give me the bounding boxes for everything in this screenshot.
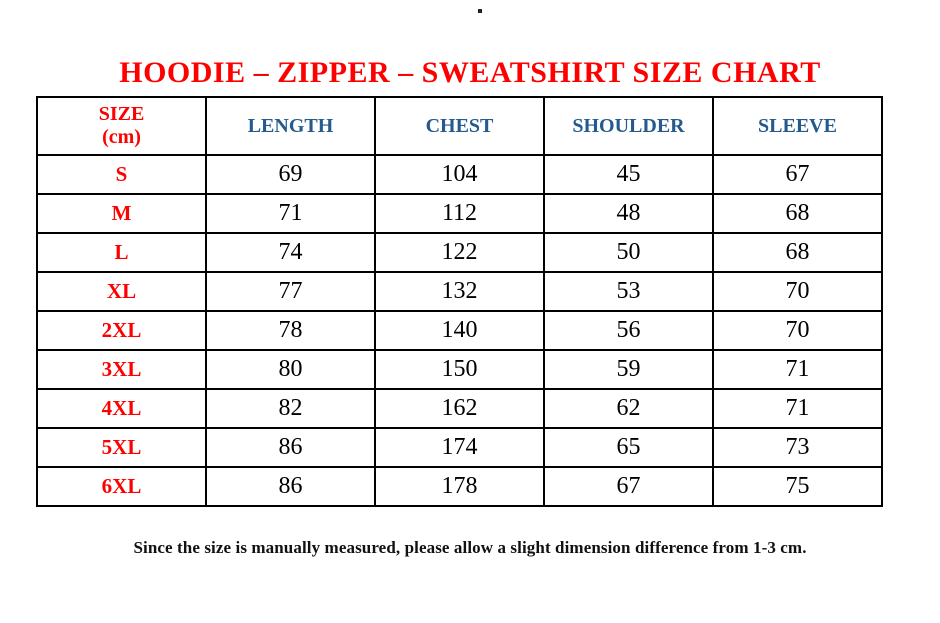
length-value-cell: 80 (205, 349, 376, 390)
length-value-cell: 74 (205, 232, 376, 273)
shoulder-value-cell: 56 (543, 310, 714, 351)
sleeve-value-cell: 67 (712, 154, 883, 195)
shoulder-value-cell: 62 (543, 388, 714, 429)
shoulder-value-cell: 50 (543, 232, 714, 273)
table-row: M 71 112 48 68 (36, 193, 883, 234)
table-row: L 74 122 50 68 (36, 232, 883, 273)
size-label-cell: M (36, 193, 207, 234)
length-value-cell: 86 (205, 427, 376, 468)
column-header-chest: CHEST (374, 96, 545, 156)
shoulder-value-cell: 59 (543, 349, 714, 390)
sleeve-value-cell: 71 (712, 349, 883, 390)
column-header-size: SIZE (cm) (36, 96, 207, 156)
chest-value-cell: 112 (374, 193, 545, 234)
chest-value-cell: 104 (374, 154, 545, 195)
column-header-length: LENGTH (205, 96, 376, 156)
sleeve-value-cell: 70 (712, 310, 883, 351)
size-table-body: S 69 104 45 67 M 71 112 48 68 L 74 122 5… (36, 154, 883, 507)
sleeve-value-cell: 68 (712, 193, 883, 234)
table-row: 6XL 86 178 67 75 (36, 466, 883, 507)
sleeve-value-cell: 75 (712, 466, 883, 507)
shoulder-value-cell: 67 (543, 466, 714, 507)
column-header-shoulder: SHOULDER (543, 96, 714, 156)
length-value-cell: 78 (205, 310, 376, 351)
chest-value-cell: 174 (374, 427, 545, 468)
length-value-cell: 71 (205, 193, 376, 234)
length-value-cell: 86 (205, 466, 376, 507)
size-label-cell: 2XL (36, 310, 207, 351)
size-chart-table: SIZE (cm) LENGTH CHEST SHOULDER SLEEVE S… (36, 96, 883, 507)
sleeve-value-cell: 70 (712, 271, 883, 312)
length-value-cell: 77 (205, 271, 376, 312)
stray-dot-artifact (478, 9, 482, 13)
chest-value-cell: 178 (374, 466, 545, 507)
chest-value-cell: 122 (374, 232, 545, 273)
shoulder-value-cell: 65 (543, 427, 714, 468)
size-label-cell: 4XL (36, 388, 207, 429)
size-header-line2: (cm) (102, 126, 141, 148)
size-label-cell: 5XL (36, 427, 207, 468)
table-row: 2XL 78 140 56 70 (36, 310, 883, 351)
chest-value-cell: 162 (374, 388, 545, 429)
page-title: HOODIE – ZIPPER – SWEATSHIRT SIZE CHART (119, 56, 821, 90)
measurement-disclaimer: Since the size is manually measured, ple… (133, 538, 807, 557)
sleeve-value-cell: 71 (712, 388, 883, 429)
size-label-cell: XL (36, 271, 207, 312)
size-label-cell: 6XL (36, 466, 207, 507)
table-row: 3XL 80 150 59 71 (36, 349, 883, 390)
sleeve-value-cell: 68 (712, 232, 883, 273)
length-value-cell: 82 (205, 388, 376, 429)
shoulder-value-cell: 53 (543, 271, 714, 312)
chest-value-cell: 140 (374, 310, 545, 351)
column-header-sleeve: SLEEVE (712, 96, 883, 156)
size-label-cell: 3XL (36, 349, 207, 390)
table-row: S 69 104 45 67 (36, 154, 883, 195)
size-table-header: SIZE (cm) LENGTH CHEST SHOULDER SLEEVE (36, 96, 883, 156)
length-value-cell: 69 (205, 154, 376, 195)
table-row: XL 77 132 53 70 (36, 271, 883, 312)
shoulder-value-cell: 48 (543, 193, 714, 234)
header-row: SIZE (cm) LENGTH CHEST SHOULDER SLEEVE (36, 96, 883, 156)
sleeve-value-cell: 73 (712, 427, 883, 468)
shoulder-value-cell: 45 (543, 154, 714, 195)
chest-value-cell: 150 (374, 349, 545, 390)
size-label-cell: S (36, 154, 207, 195)
table-row: 5XL 86 174 65 73 (36, 427, 883, 468)
table-row: 4XL 82 162 62 71 (36, 388, 883, 429)
size-label-cell: L (36, 232, 207, 273)
size-header-line1: SIZE (98, 103, 145, 125)
chest-value-cell: 132 (374, 271, 545, 312)
